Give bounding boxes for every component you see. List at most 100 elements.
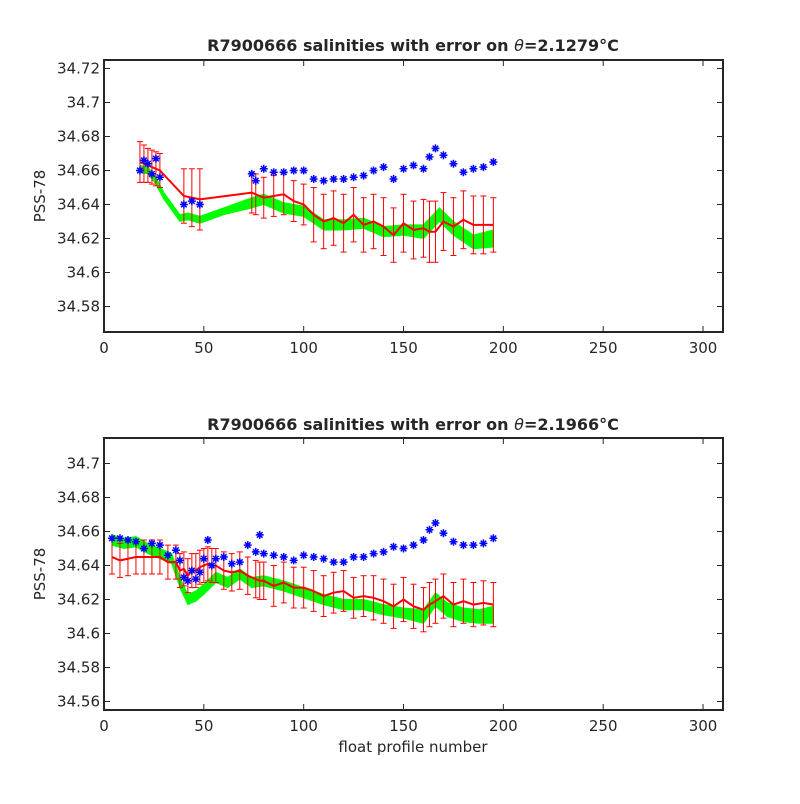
top-y-tick-label: 34.72 <box>57 60 100 78</box>
bottom-float-point <box>449 537 458 546</box>
top-float-point <box>299 166 308 175</box>
top-float-point <box>449 159 458 168</box>
bottom-axes-box <box>103 437 724 711</box>
top-float-point <box>155 173 164 182</box>
top-float-point <box>269 168 278 177</box>
bottom-float-point <box>269 551 278 560</box>
bottom-y-tick-label: 34.6 <box>67 625 100 643</box>
bottom-x-tick-label: 50 <box>194 717 213 735</box>
bottom-ticks: 0 50 100 150 200 250 300 34.56 34.58 34.6 34.62 34.… <box>57 438 723 735</box>
bottom-float-point <box>163 551 172 560</box>
bottom-float-point <box>439 529 448 538</box>
bottom-float-point <box>179 573 188 582</box>
top-float-point <box>389 175 398 183</box>
top-float-point <box>195 200 204 209</box>
bottom-float-point <box>199 554 208 563</box>
bottom-float-point <box>425 525 434 534</box>
bottom-float-point <box>171 546 180 555</box>
top-float-point <box>289 166 298 175</box>
bottom-float-point <box>235 558 244 567</box>
bottom-float-point <box>359 553 368 561</box>
bottom-float-point <box>139 544 148 553</box>
top-float-point <box>135 166 144 175</box>
bottom-float-point <box>259 549 268 558</box>
bottom-float-series <box>107 519 498 585</box>
bottom-data-layer <box>107 519 498 633</box>
top-float-point <box>319 176 328 185</box>
top-float-point <box>459 168 468 177</box>
top-float-point <box>143 159 152 168</box>
bottom-float-point <box>255 530 264 539</box>
top-plot-area <box>104 60 723 332</box>
bottom-float-point <box>203 536 212 544</box>
bottom-x-tick-label: 300 <box>689 717 718 735</box>
bottom-float-point <box>207 561 216 570</box>
bottom-x-tick-label: 100 <box>289 717 318 735</box>
top-float-point <box>151 154 160 163</box>
top-y-axis-label: PSS-78 <box>31 170 49 223</box>
bottom-float-point <box>399 544 408 553</box>
top-float-point <box>187 197 196 206</box>
top-data-layer <box>135 141 498 263</box>
bottom-float-point <box>195 568 204 577</box>
bottom-float-point <box>369 549 378 558</box>
bottom-float-point <box>211 554 220 563</box>
bottom-float-point <box>409 541 418 550</box>
top-x-tick-label: 250 <box>589 339 618 357</box>
top-float-point <box>409 161 418 170</box>
bottom-float-point <box>123 536 132 544</box>
top-float-point <box>425 152 434 161</box>
top-float-point <box>247 169 256 178</box>
top-float-point <box>147 169 156 178</box>
bottom-float-point <box>147 539 156 548</box>
bottom-float-point <box>329 558 338 567</box>
top-x-tick-label: 100 <box>289 339 318 357</box>
top-x-tick-label: 300 <box>689 339 718 357</box>
bottom-float-point <box>479 539 488 548</box>
bottom-float-point <box>379 547 388 556</box>
bottom-x-tick-label: 150 <box>389 717 418 735</box>
top-y-tick-label: 34.66 <box>57 162 100 180</box>
bottom-float-point <box>115 534 124 543</box>
bottom-float-point <box>309 553 318 561</box>
top-float-point <box>379 163 388 172</box>
bottom-mapped-line <box>111 556 494 611</box>
top-float-point <box>431 144 440 153</box>
top-float-point <box>369 166 378 175</box>
bottom-y-tick-label: 34.58 <box>57 659 100 677</box>
top-float-point <box>329 175 338 183</box>
bottom-float-point <box>339 558 348 567</box>
top-float-point <box>259 164 268 173</box>
top-float-point <box>339 175 348 183</box>
top-chart-title: R7900666 salinities with error on θ=2.12… <box>207 36 619 55</box>
top-float-point <box>349 173 358 182</box>
top-y-tick-label: 34.68 <box>57 128 100 146</box>
bottom-y-tick-label: 34.56 <box>57 693 100 711</box>
top-y-tick-label: 34.64 <box>57 196 100 214</box>
bottom-y-tick-label: 34.66 <box>57 523 100 541</box>
top-float-point <box>179 200 188 209</box>
bottom-float-point <box>187 566 196 575</box>
top-panel: 0 50 100 150 200 250 300 34.58 34.6 34.62 34.64 34.… <box>31 36 724 357</box>
bottom-float-point <box>131 537 140 546</box>
bottom-float-point <box>289 556 298 565</box>
bottom-float-point <box>279 553 288 561</box>
bottom-float-point <box>107 534 116 543</box>
bottom-float-point <box>469 541 478 550</box>
bottom-x-tick-label: 200 <box>489 717 518 735</box>
top-x-tick-label: 0 <box>99 339 109 357</box>
top-float-point <box>139 156 148 165</box>
top-float-point <box>251 176 260 185</box>
bottom-float-point <box>431 519 440 527</box>
bottom-float-point <box>183 576 192 585</box>
top-ticks: 0 50 100 150 200 250 300 34.58 34.6 34.62 34.64 34.… <box>57 60 723 357</box>
top-float-point <box>279 168 288 177</box>
top-float-point <box>439 151 448 160</box>
bottom-float-point <box>349 553 358 561</box>
top-float-point <box>479 163 488 172</box>
bottom-float-point <box>489 534 498 543</box>
top-mapped-line <box>139 161 494 237</box>
top-y-tick-label: 34.62 <box>57 230 100 248</box>
top-y-tick-label: 34.6 <box>67 264 100 282</box>
